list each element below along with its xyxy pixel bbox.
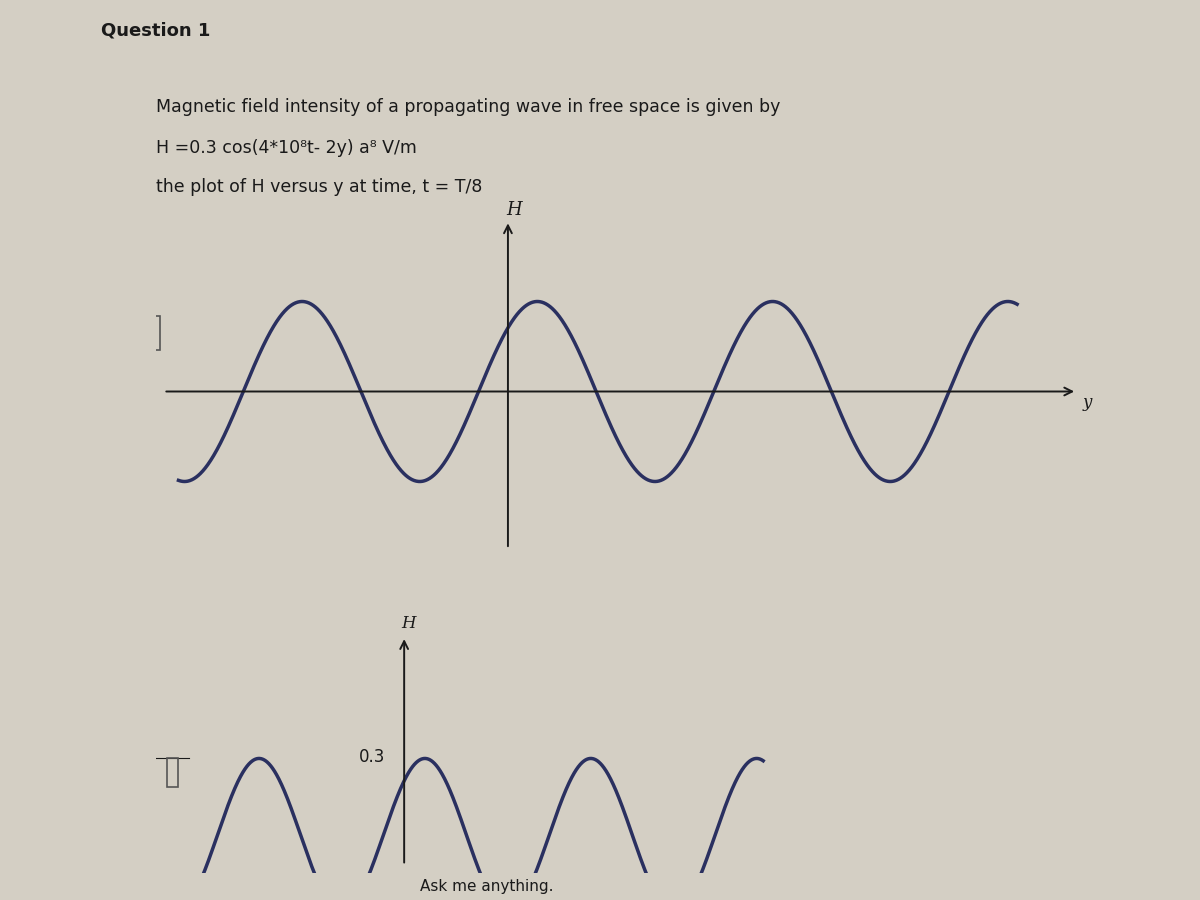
Text: Magnetic field intensity of a propagating wave in free space is given by: Magnetic field intensity of a propagatin… — [156, 98, 780, 116]
Text: H =0.3 cos(4*10⁸t- 2y) a⁸ V/m: H =0.3 cos(4*10⁸t- 2y) a⁸ V/m — [156, 139, 416, 157]
Text: Question 1: Question 1 — [101, 21, 210, 39]
Text: the plot of H versus y at time, t = T/8: the plot of H versus y at time, t = T/8 — [156, 177, 482, 195]
Text: Ask me anything.: Ask me anything. — [420, 879, 553, 894]
Bar — [167, 758, 178, 788]
Text: H: H — [506, 201, 522, 219]
Text: 0.3: 0.3 — [359, 748, 385, 766]
Text: H: H — [401, 616, 415, 633]
Text: y: y — [1084, 394, 1092, 410]
Bar — [144, 316, 161, 350]
